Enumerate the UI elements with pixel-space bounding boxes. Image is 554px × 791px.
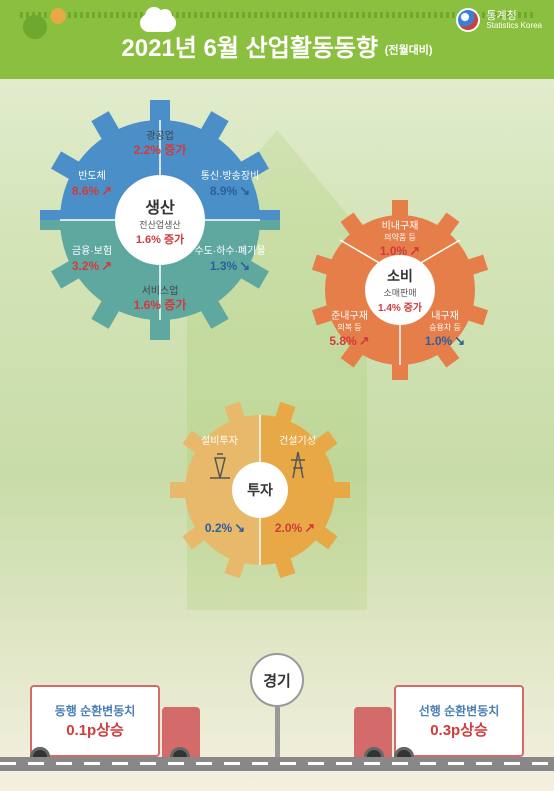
leading-truck: 선행 순환변동치 0.3p상승 bbox=[394, 685, 524, 757]
sign-pole-icon bbox=[275, 707, 280, 757]
segment-mining: 광공업2.2% 증가 bbox=[130, 130, 190, 159]
production-gear: 생산 전산업생산 1.6% 증가 광공업2.2% 증가 반도체8.6%↗ 통신·… bbox=[40, 100, 280, 340]
production-center: 생산 전산업생산 1.6% 증가 bbox=[115, 175, 205, 265]
investment-center: 투자 bbox=[232, 462, 288, 518]
decorative-gears-icon bbox=[20, 2, 80, 47]
page-title: 2021년 6월 산업활동동향 (전월대비) bbox=[20, 28, 534, 63]
segment-service: 서비스업1.6% 증가 bbox=[130, 285, 190, 314]
segment-broadcast: 통신·방송장비8.9%↘ bbox=[190, 170, 270, 200]
segment-semidurable: 준내구재의복 등5.8%↗ bbox=[322, 310, 377, 350]
power-tower-icon bbox=[283, 450, 313, 480]
agency-badge: 통계청 Statistics Korea bbox=[456, 8, 542, 32]
road bbox=[0, 757, 554, 771]
segment-water: 수도·하수·폐기물1.3%↘ bbox=[185, 245, 275, 275]
segment-durable: 내구재승용차 등1.0%↘ bbox=[415, 310, 475, 350]
segment-finance: 금융·보험3.2%↗ bbox=[62, 245, 122, 275]
economy-sign: 경기 bbox=[250, 653, 304, 757]
agency-logo-icon bbox=[456, 8, 480, 32]
segment-semiconductor: 반도체8.6%↗ bbox=[62, 170, 122, 200]
facility-value: 0.2%↘ bbox=[200, 520, 250, 537]
economy-section: 동행 순환변동치 0.1p상승 경기 선행 순환변동치 0.3p상승 bbox=[0, 621, 554, 771]
cloud-icon bbox=[140, 14, 176, 32]
coincident-truck: 동행 순환변동치 0.1p상승 bbox=[30, 685, 160, 757]
construction-value: 2.0%↗ bbox=[270, 520, 320, 537]
header: 통계청 Statistics Korea 2021년 6월 산업활동동향 (전월… bbox=[0, 0, 554, 79]
consumption-gear: 소비 소매판매 1.4% 증가 비내구재의약품 등1.0%↗ 준내구재의복 등5… bbox=[310, 200, 490, 380]
consumption-center: 소비 소매판매 1.4% 증가 bbox=[365, 255, 435, 325]
oil-rig-icon bbox=[205, 450, 235, 480]
agency-name: 통계청 Statistics Korea bbox=[486, 10, 542, 31]
investment-gear: 투자 설비투자 건설기성 0.2%↘ 2.0%↗ bbox=[170, 400, 350, 580]
